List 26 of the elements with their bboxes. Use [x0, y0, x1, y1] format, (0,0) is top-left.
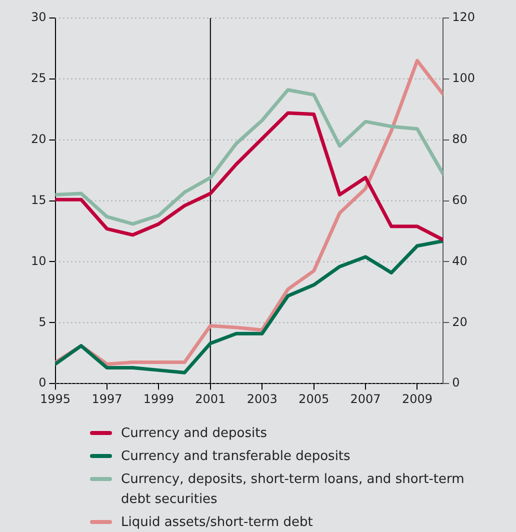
y-tick-label: 15	[30, 192, 46, 207]
y2-tick-label: 0	[452, 376, 460, 390]
legend-label: Currency, deposits, short-term loans, and short-term debt securities	[121, 471, 466, 509]
legend-label: Liquid assets/short-term debt	[121, 514, 313, 532]
y2-tick-label: 20	[452, 314, 468, 329]
legend-label: Currency and transferable deposits	[121, 448, 350, 466]
y2-tick-label: 80	[452, 132, 468, 146]
y-tick-label: 25	[30, 71, 46, 86]
y-tick-label: 5	[38, 314, 46, 329]
x-tick-label: 1999	[143, 392, 174, 406]
x-tick-label: 2003	[246, 392, 278, 406]
y-tick-label: 0	[38, 376, 46, 390]
x-tick-label: 2009	[402, 392, 433, 406]
y-tick-label: 20	[30, 132, 46, 146]
y2-tick-label: 40	[452, 254, 468, 268]
y2-tick-label: 100	[452, 71, 475, 86]
y2-tick-label: 120	[452, 10, 475, 24]
y-tick-label: 30	[30, 10, 46, 24]
x-tick-label: 1995	[40, 392, 71, 406]
x-tick-label: 1997	[92, 392, 122, 406]
y-tick-label: 10	[30, 254, 46, 268]
y2-tick-label: 60	[452, 192, 468, 207]
x-tick-label: 2005	[298, 392, 330, 406]
x-tick-label: 2001	[195, 392, 226, 406]
legend-label: Currency and deposits	[121, 425, 268, 443]
x-tick-label: 2007	[350, 392, 381, 406]
